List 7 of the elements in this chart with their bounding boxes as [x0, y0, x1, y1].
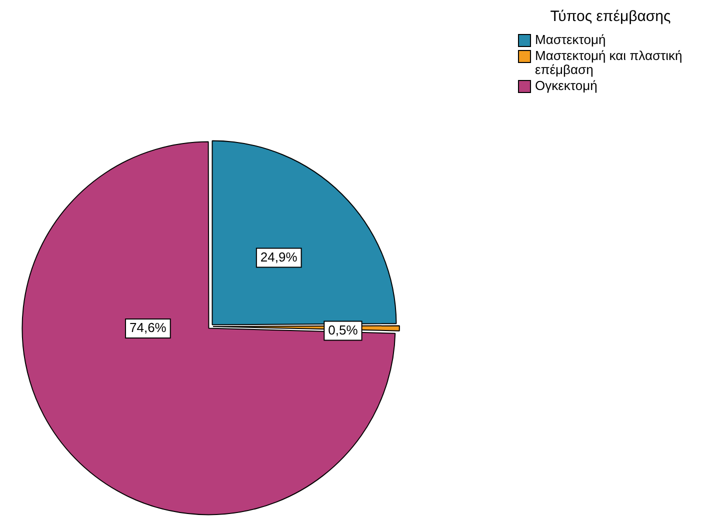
legend-label: Μαστεκτομή και πλαστική επέμβαση [535, 48, 684, 77]
legend-title: Τύπος επέμβασης [549, 8, 672, 25]
legend-label: Ογκεκτομή [535, 78, 598, 93]
data-label: 24,9% [260, 249, 298, 264]
legend-label: Μαστεκτομή [535, 32, 606, 47]
data-label: 74,6% [130, 320, 167, 336]
data-label: 0,5% [328, 322, 358, 338]
